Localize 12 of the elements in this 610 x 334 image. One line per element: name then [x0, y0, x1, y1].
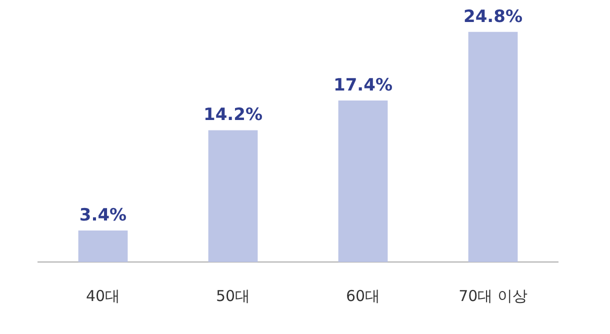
- x-tick-label: 40대: [86, 286, 120, 305]
- data-label: 14.2%: [204, 105, 262, 126]
- x-tick-label: 70대 이상: [458, 286, 528, 305]
- data-label: 17.4%: [334, 75, 392, 96]
- bar: [468, 32, 518, 262]
- data-label: 24.8%: [464, 6, 522, 27]
- bar: [78, 230, 128, 262]
- data-label: 3.4%: [79, 205, 127, 226]
- x-tick-label: 60대: [346, 286, 380, 305]
- bar: [208, 130, 258, 262]
- x-tick-label: 50대: [216, 286, 250, 305]
- bar: [338, 100, 388, 262]
